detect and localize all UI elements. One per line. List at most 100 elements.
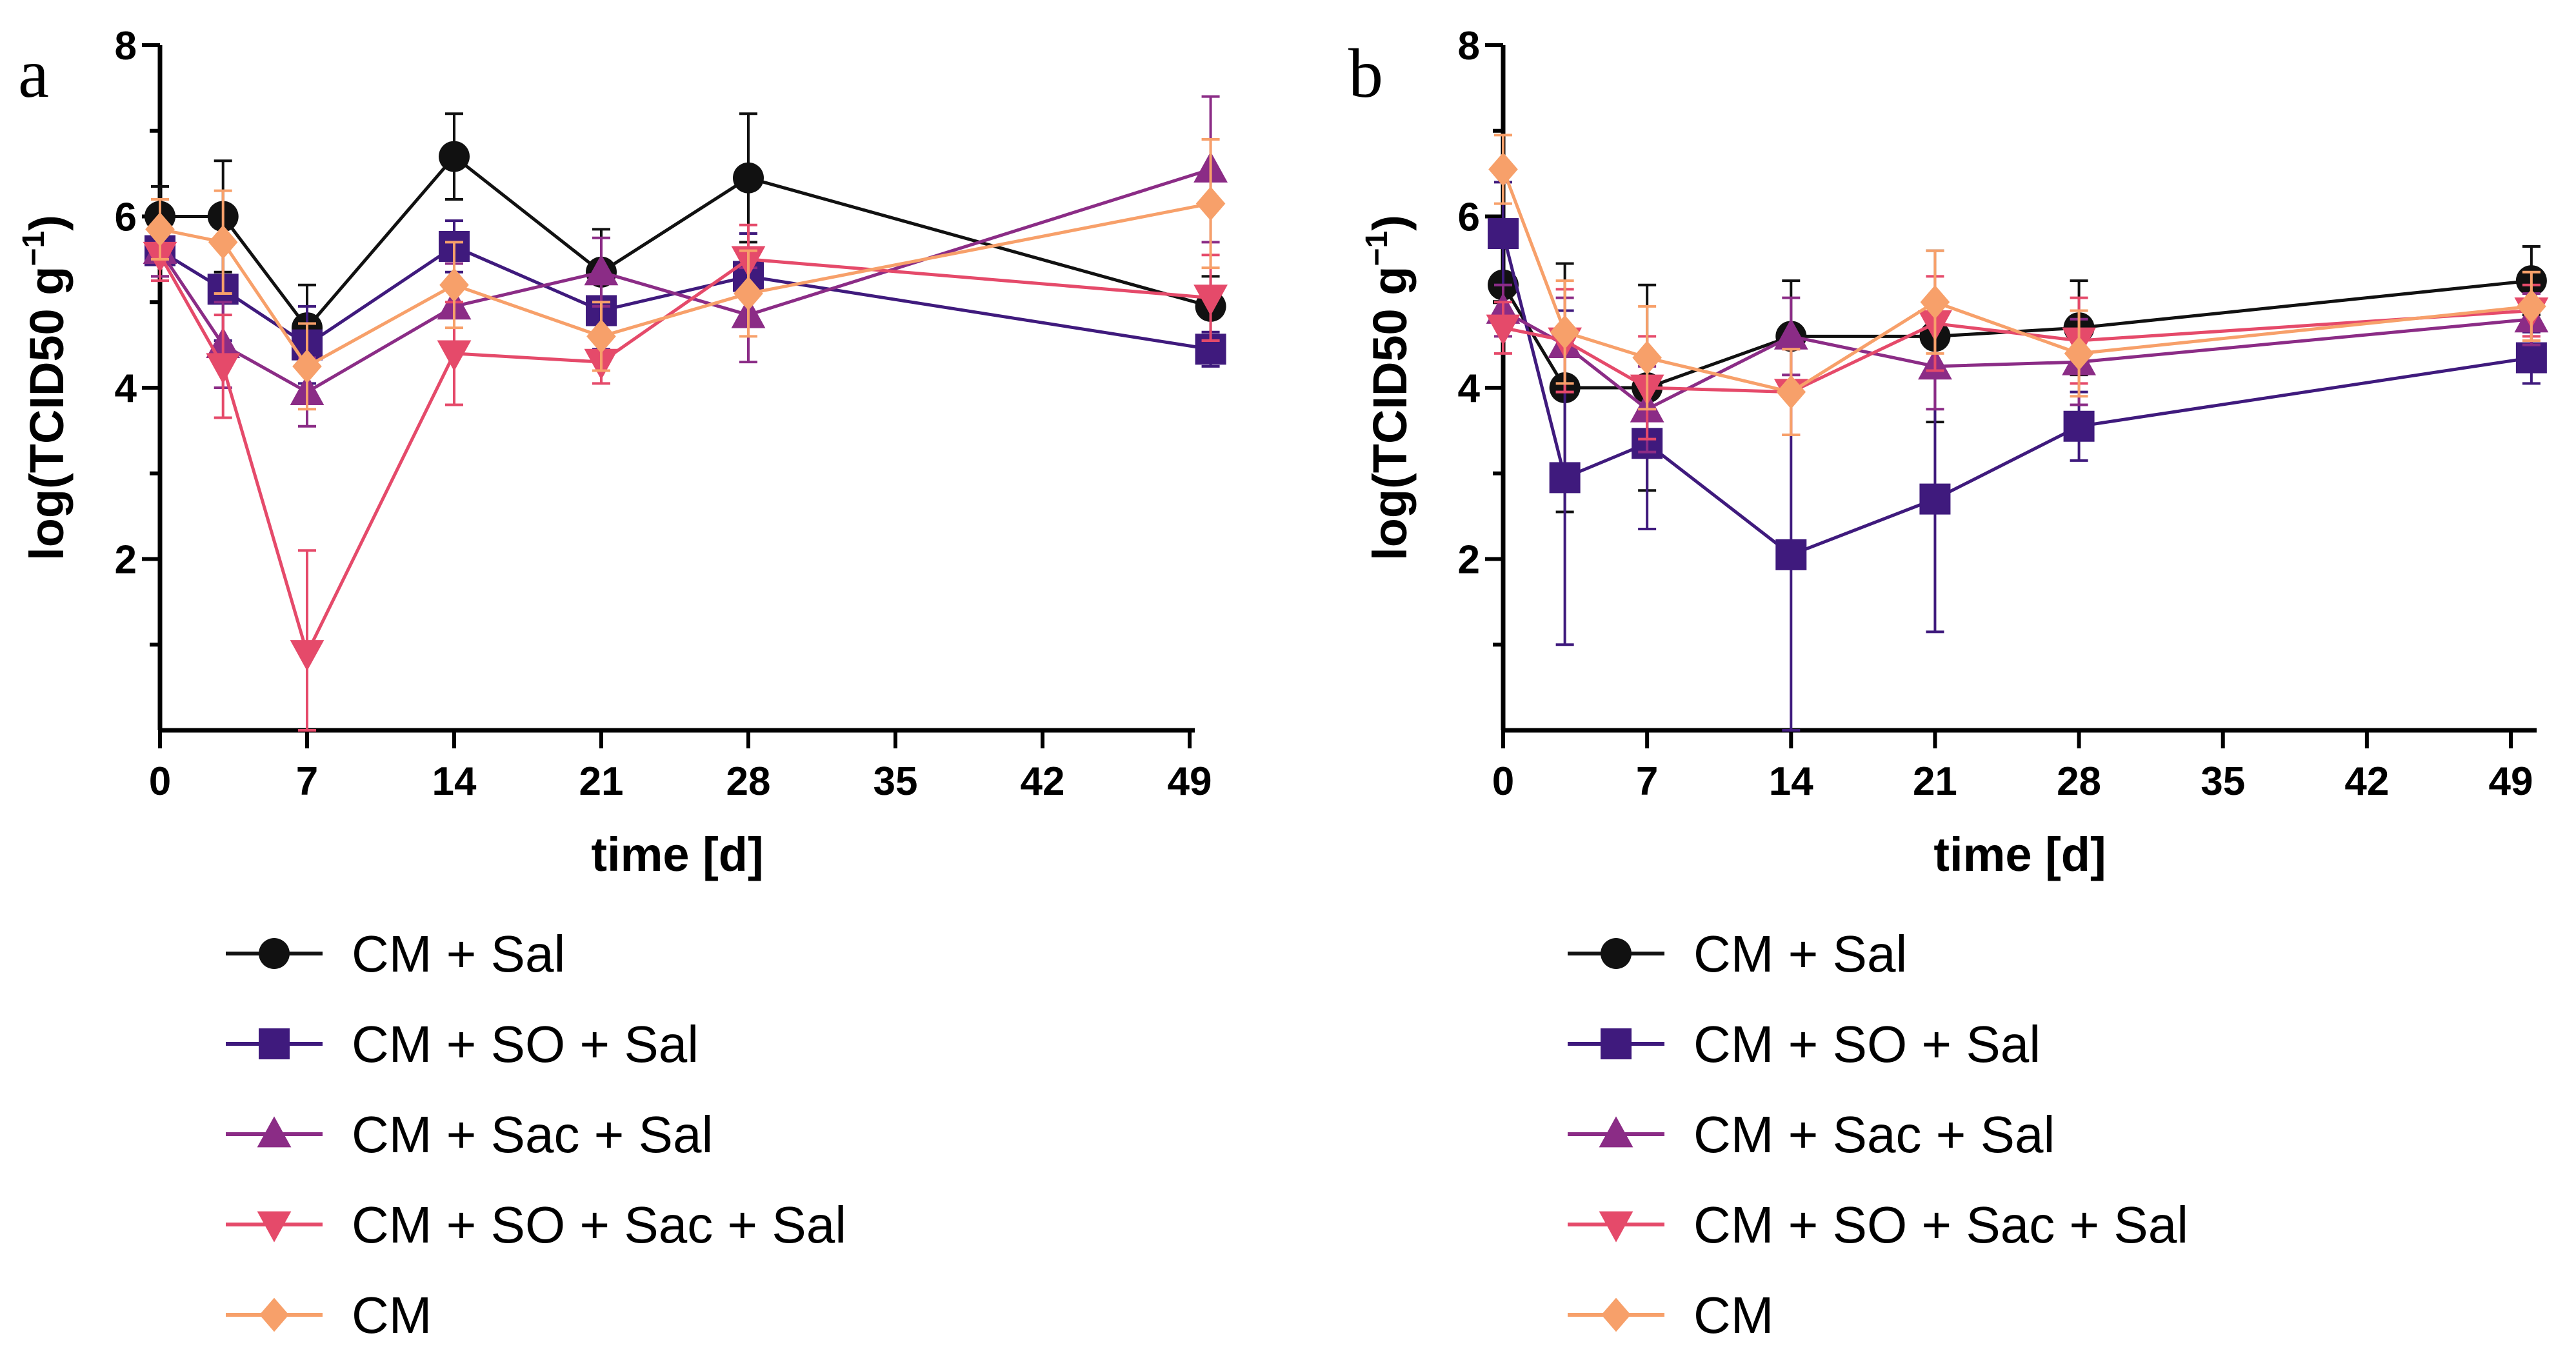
legend-item: CM + SO + Sac + Sal (1568, 1196, 2188, 1254)
data-point (1486, 314, 1521, 346)
legend-marker (259, 938, 290, 969)
x-tick-label: 42 (2344, 759, 2389, 804)
y-axis-title-main: log(TCID50 g (1363, 266, 1417, 561)
x-tick-label: 28 (2057, 759, 2101, 804)
legend-item: CM (1568, 1286, 1773, 1344)
data-point (1488, 152, 1518, 186)
x-tick-label: 14 (432, 759, 477, 804)
data-point (2064, 336, 2094, 371)
x-axis-title: time [d] (1933, 828, 2106, 881)
data-point (2063, 410, 2095, 442)
data-point (290, 640, 324, 672)
data-point (586, 319, 616, 354)
data-point (1775, 539, 1807, 570)
x-tick-label: 28 (726, 759, 771, 804)
data-point (1488, 218, 1519, 250)
legend-marker (1601, 1297, 1631, 1332)
data-point (1195, 186, 1226, 221)
y-tick-label: 2 (1458, 538, 1480, 583)
legend-marker (257, 1116, 292, 1148)
data-point (439, 268, 469, 303)
x-tick-label: 21 (579, 759, 624, 804)
panel-label: b (1348, 35, 1383, 112)
legend-label: CM + SO + Sal (352, 1015, 699, 1073)
legend-label: CM + Sac + Sal (1693, 1106, 2055, 1163)
data-point (439, 141, 470, 172)
data-point (206, 353, 241, 385)
series-3 (143, 223, 1228, 732)
data-point (584, 254, 619, 286)
legend-marker (259, 1028, 290, 1059)
legend-marker (259, 1297, 289, 1332)
series-4 (145, 138, 1226, 411)
panel-a: a 2 4 6 8 0 7 14 21 28 35 42 49 time [d] log(TCID50 g−… (17, 24, 1228, 1344)
legend-item: CM + Sac + Sal (226, 1106, 713, 1163)
legend: CM + Sal CM + SO + Sal CM + Sac + Sal CM + … (226, 925, 846, 1344)
y-axis-title: log(TCID50 g−1) (17, 215, 74, 561)
x-tick-label: 49 (2489, 759, 2533, 804)
y-axis-title-superscript: −1 (17, 231, 51, 266)
x-tick-label: 7 (1636, 759, 1658, 804)
legend-item: CM + Sal (226, 925, 565, 983)
data-point (437, 340, 472, 372)
data-point (145, 212, 175, 246)
series-4 (1488, 134, 2546, 437)
legend-item: CM + Sal (1568, 925, 1907, 983)
x-axis-title: time [d] (591, 828, 763, 881)
data-point (1550, 315, 1580, 350)
y-tick-label: 2 (115, 538, 137, 583)
data-point (1920, 285, 1950, 319)
data-point (1193, 285, 1228, 316)
y-tick-label: 8 (1458, 24, 1480, 68)
legend-label: CM + Sal (352, 925, 565, 983)
x-tick-label: 14 (1769, 759, 1813, 804)
legend-marker (257, 1211, 292, 1243)
panel-label: a (18, 35, 49, 112)
x-tick-label: 42 (1021, 759, 1065, 804)
data-point (292, 349, 322, 384)
data-point (1773, 318, 1808, 350)
data-point (1549, 462, 1581, 494)
legend-label: CM (352, 1286, 432, 1344)
data-point (733, 162, 764, 194)
legend-marker (1599, 1211, 1633, 1243)
legend-label: CM (1693, 1286, 1773, 1344)
data-point (208, 225, 238, 259)
x-tick-label: 21 (1913, 759, 1957, 804)
y-axis-title-suffix: ) (20, 215, 74, 231)
legend-marker (1601, 938, 1632, 969)
x-tick-label: 35 (2201, 759, 2245, 804)
x-tick-label: 35 (874, 759, 918, 804)
legend-item: CM (226, 1286, 432, 1344)
legend-marker (1599, 1116, 1633, 1148)
legend-label: CM + Sac + Sal (352, 1106, 713, 1163)
data-point (1919, 483, 1951, 515)
y-axis-title-suffix: ) (1363, 215, 1417, 231)
data-point (1776, 375, 1806, 410)
y-tick-label: 6 (115, 195, 137, 240)
legend-item: CM + Sac + Sal (1568, 1106, 2055, 1163)
x-tick-label: 0 (149, 759, 171, 804)
legend: CM + Sal CM + SO + Sal CM + Sac + Sal CM + … (1568, 925, 2188, 1344)
legend-item: CM + SO + Sal (1568, 1015, 2041, 1073)
y-tick-label: 4 (115, 366, 137, 411)
data-point (2517, 289, 2546, 324)
legend-label: CM + SO + Sac + Sal (1693, 1196, 2188, 1254)
data-point (734, 276, 763, 311)
y-axis-title-main: log(TCID50 g (20, 266, 74, 561)
y-tick-label: 8 (115, 24, 137, 68)
data-point (2515, 342, 2547, 374)
legend-item: CM + SO + Sac + Sal (226, 1196, 846, 1254)
legend-label: CM + SO + Sal (1693, 1015, 2041, 1073)
y-axis-title-superscript: −1 (1360, 231, 1394, 266)
x-tick-label: 0 (1492, 759, 1514, 804)
data-point (1632, 341, 1662, 375)
legend-item: CM + SO + Sal (226, 1015, 699, 1073)
y-tick-label: 6 (1458, 195, 1480, 240)
legend-label: CM + SO + Sac + Sal (352, 1196, 846, 1254)
x-tick-label: 49 (1168, 759, 1212, 804)
y-tick-label: 4 (1458, 366, 1481, 411)
x-tick-label: 7 (296, 759, 318, 804)
legend-marker (1601, 1028, 1632, 1059)
